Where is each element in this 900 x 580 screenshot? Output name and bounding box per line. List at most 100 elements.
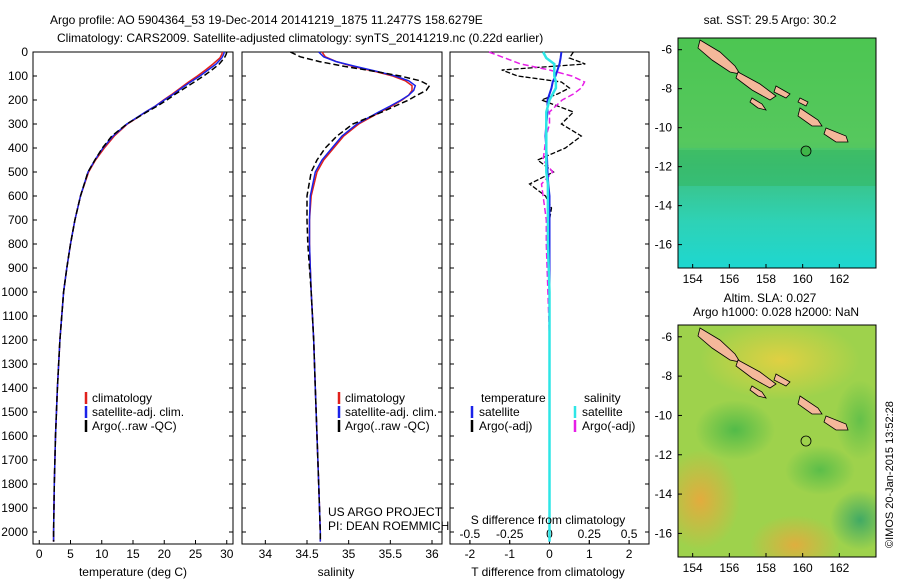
x-tick-label: 10 [95,547,109,561]
salinity-panel-frame [241,51,443,545]
temperature-xlabel: temperature (deg C) [79,565,187,579]
sst-map-frame [677,37,877,269]
x-tick-label: -0.5 [460,527,481,541]
lat-tick-label: -10 [655,121,673,135]
sst-map-title: sat. SST: 29.5 Argo: 30.2 [704,13,837,27]
depth-tick-label: 400 [8,141,28,155]
salinity-x-axis: 34 34.5 35 35.5 36 [259,540,439,561]
depth-tick-label: 700 [8,213,28,227]
x-tick-label: 5 [67,547,74,561]
lon-tick-label: 160 [793,272,813,286]
temperature-legend: climatology satellite-adj. clim. Argo(..… [84,391,184,433]
lon-tick-label: 162 [829,561,849,575]
lon-tick-label: 160 [793,561,813,575]
series-line-temperature-argo-adj- [501,51,586,542]
series-line-climatology [308,51,413,542]
legend-label-t-satellite: satellite [479,405,520,419]
lat-tick-label: -8 [661,369,672,383]
legend-label-argo: Argo(..raw -QC) [92,419,177,433]
depth-tick-label: 600 [8,189,28,203]
x-tick-label: -0.25 [496,527,524,541]
legend-label-s-satellite: satellite [582,405,623,419]
series-line-salinity-argo-adj- [488,51,586,542]
x-tick-label: -1 [504,547,515,561]
legend-head-salinity: salinity [584,391,621,405]
header-line2: Climatology: CARS2009. Satellite-adjuste… [57,31,543,45]
sst-band [678,150,876,186]
depth-tick-label: 800 [8,237,28,251]
lon-tick-label: 158 [756,272,776,286]
imos-stamp: ©IMOS 20-Jan-2015 13:52:28 [884,401,896,548]
depth-tick-label: 1900 [1,501,28,515]
lon-tick-label: 162 [829,272,849,286]
x-tick-label: 1 [586,547,593,561]
legend-head-temperature: temperature [481,391,546,405]
series-line-argo-raw-qc- [52,51,228,542]
series-line-climatology [52,51,224,542]
depth-tick-label: 1400 [1,381,28,395]
legend-label-satellite: satellite-adj. clim. [345,405,437,419]
x-tick-label: 20 [158,547,172,561]
x-tick-label: 0 [36,547,43,561]
lat-tick-label: -16 [655,238,673,252]
sla-map-title-2: Argo h1000: 0.028 h2000: NaN [693,305,859,319]
depth-tick-label: 1100 [2,309,28,323]
difference-toplabel: S difference from climatology [471,513,626,527]
lon-tick-label: 156 [719,561,739,575]
depth-tick-label: 1500 [1,405,28,419]
credit-pi: PI: DEAN ROEMMICH [328,519,449,533]
depth-tick-label: 1200 [1,333,28,347]
lon-tick-label: 156 [719,272,739,286]
depth-tick-label: 1600 [1,429,28,443]
salinity-xlabel: salinity [318,565,355,579]
depth-tick-label: 1800 [1,477,28,491]
depth-tick-label: 500 [8,165,28,179]
depth-tick-label: 100 [8,69,28,83]
temperature-x-axis: 0 5 10 15 20 25 30 [36,540,234,561]
x-tick-label: 0.25 [578,527,602,541]
lon-tick-label: 154 [683,272,703,286]
x-tick-label: 2 [626,547,633,561]
x-tick-label: 35 [342,547,356,561]
lat-tick-label: -12 [655,448,673,462]
argo-float-marker [800,435,812,447]
depth-tick-label: 1300 [1,357,28,371]
x-tick-label: 0.5 [621,527,638,541]
depth-tick-label: 200 [8,93,28,107]
series-line-satellite-adj-clim- [308,51,417,542]
series-line-temperature-satellite [544,51,563,542]
legend-label-t-argo: Argo(-adj) [479,419,532,433]
x-tick-label: 25 [189,547,203,561]
temperature-series [52,51,228,542]
depth-tick-label: 0 [21,45,28,59]
depth-tick-label: 900 [8,261,28,275]
lon-tick-label: 154 [683,561,703,575]
depth-tick-label: 1700 [1,453,28,467]
legend-label-s-argo: Argo(-adj) [582,419,635,433]
x-tick-label: 34 [259,547,273,561]
legend-label-climatology: climatology [345,391,405,405]
sla-islands [697,327,849,431]
lat-tick-label: -10 [655,408,673,422]
x-tick-label: 36 [425,547,439,561]
x-tick-label: -2 [465,547,476,561]
lat-tick-label: -6 [661,43,672,57]
series-line-argo-raw-qc- [289,51,431,542]
header-line1: Argo profile: AO 5904364_53 19-Dec-2014 … [50,13,483,27]
x-tick-label: 0 [546,547,553,561]
x-tick-label: 30 [220,547,234,561]
sla-map-title-1: Altim. SLA: 0.027 [724,291,817,305]
map-axes: -6 -8 -10 -12 -14 -16 154 156 158 160 162 -6 -8 -10 -1… [655,43,850,575]
sla-map-frame [677,324,877,558]
difference-xlabel: T difference from climatology [471,565,625,579]
sla-map [678,325,876,557]
x-tick-label: 15 [126,547,140,561]
lat-tick-label: -6 [661,330,672,344]
series-line-salinity-satellite [541,51,558,542]
lat-tick-label: -14 [655,199,673,213]
depth-tick-label: 2000 [1,525,28,539]
sst-map [678,38,876,268]
salinity-series [289,51,431,542]
lat-tick-label: -8 [661,82,672,96]
lat-tick-label: -12 [655,160,673,174]
